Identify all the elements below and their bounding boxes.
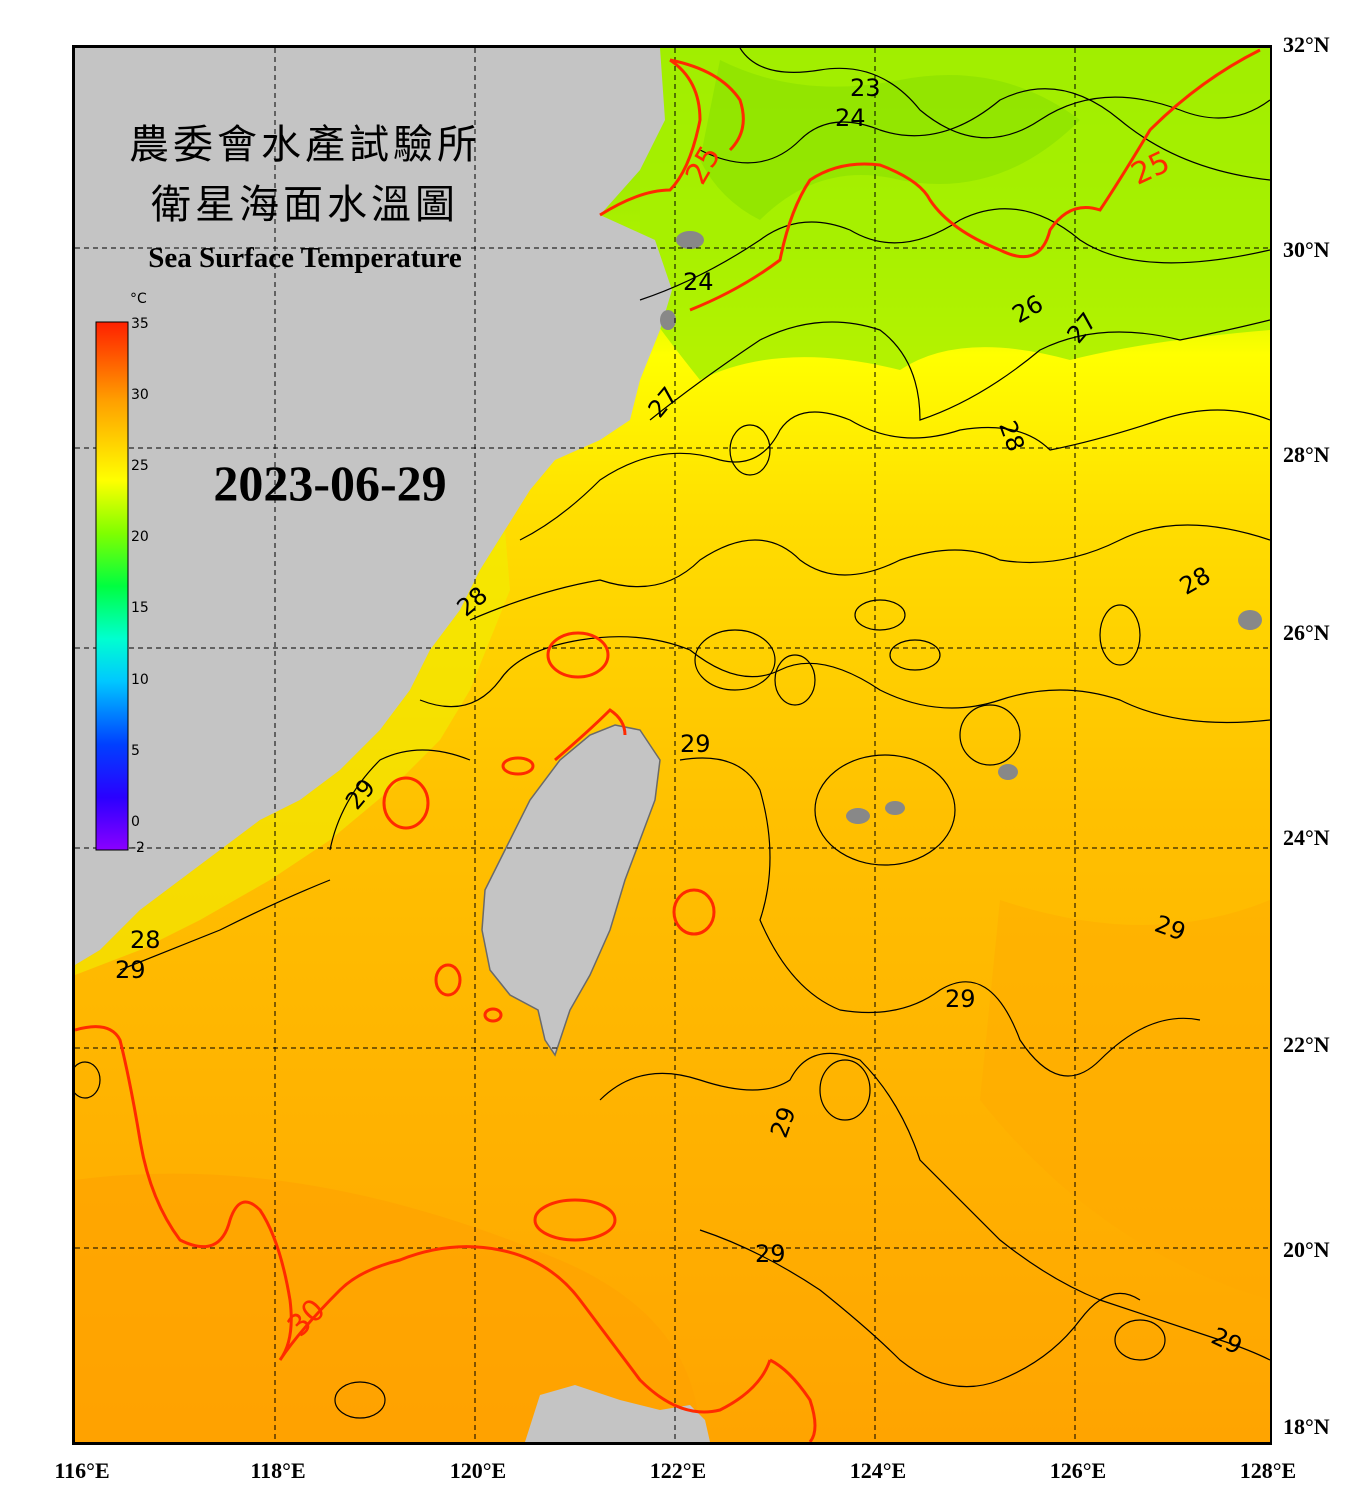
lon-label: 122°E: [650, 1458, 706, 1483]
taiwan-island: [481, 724, 661, 1057]
warm-region-east: [980, 900, 1270, 1300]
contour-label-29: 29: [115, 956, 146, 984]
colorbar-tick: 0: [131, 814, 140, 830]
contour-label-24: 24: [835, 104, 866, 132]
map-date: 2023-06-29: [213, 455, 446, 511]
mainland-china: [75, 48, 672, 965]
lat-label: 30°N: [1283, 237, 1330, 262]
lat-label: 32°N: [1283, 32, 1330, 57]
lon-label: 118°E: [250, 1458, 305, 1483]
colorbar-tick: 25: [131, 458, 149, 474]
lon-label: 124°E: [850, 1458, 906, 1483]
contour-label-29: 29: [945, 985, 976, 1013]
title-agency: 農委會水產試驗所: [129, 122, 481, 168]
lon-label: 128°E: [1240, 1458, 1296, 1483]
lat-label: 28°N: [1283, 442, 1330, 467]
coastal-shelf-water: [75, 530, 510, 975]
lat-label: 26°N: [1283, 620, 1330, 645]
cool-core: [700, 60, 1080, 220]
isotherms-black: [75, 48, 1270, 1419]
small-islands: [660, 231, 1262, 824]
contour-label-28: 28: [130, 926, 161, 954]
latitude-axis: 32°N 30°N 28°N 26°N 24°N 22°N 20°N 18°N: [1283, 32, 1330, 1439]
warm-region-south: [75, 1173, 700, 1442]
title-map-name: 衛星海面水溫圖: [151, 182, 459, 228]
contour-label-29: 29: [755, 1240, 786, 1268]
isotherms-red: [75, 48, 1261, 1442]
colorbar-gradient: [95, 321, 129, 851]
colorbar: °C 35 30 25 20 15 10 5 0 -2: [95, 291, 149, 856]
colorbar-tick: 30: [131, 387, 149, 403]
contour-label-29: 29: [680, 730, 711, 758]
title-english: Sea Surface Temperature: [148, 242, 462, 274]
lat-label: 18°N: [1283, 1414, 1330, 1439]
lat-label: 24°N: [1283, 825, 1330, 850]
lon-label: 120°E: [450, 1458, 506, 1483]
lat-label: 22°N: [1283, 1032, 1330, 1057]
title-block: 農委會水產試驗所 衛星海面水溫圖 Sea Surface Temperature: [129, 122, 481, 274]
lat-label: 20°N: [1283, 1237, 1330, 1262]
colorbar-unit: °C: [130, 291, 147, 307]
colorbar-tick: 5: [131, 743, 140, 759]
colorbar-tick: 15: [131, 600, 149, 616]
contour-label-23: 23: [850, 74, 881, 102]
colorbar-tick: -2: [131, 840, 145, 856]
lat-lon-grid: [75, 48, 1270, 1442]
luzon-island: [525, 1385, 710, 1442]
lon-label: 126°E: [1050, 1458, 1106, 1483]
contour-label-24: 24: [683, 268, 714, 296]
colorbar-tick: 10: [131, 672, 149, 688]
colorbar-tick: 20: [131, 529, 149, 545]
colorbar-tick: 35: [131, 316, 149, 332]
lon-label: 116°E: [54, 1458, 109, 1483]
longitude-axis: 116°E 118°E 120°E 122°E 124°E 126°E 128°…: [54, 1458, 1296, 1483]
